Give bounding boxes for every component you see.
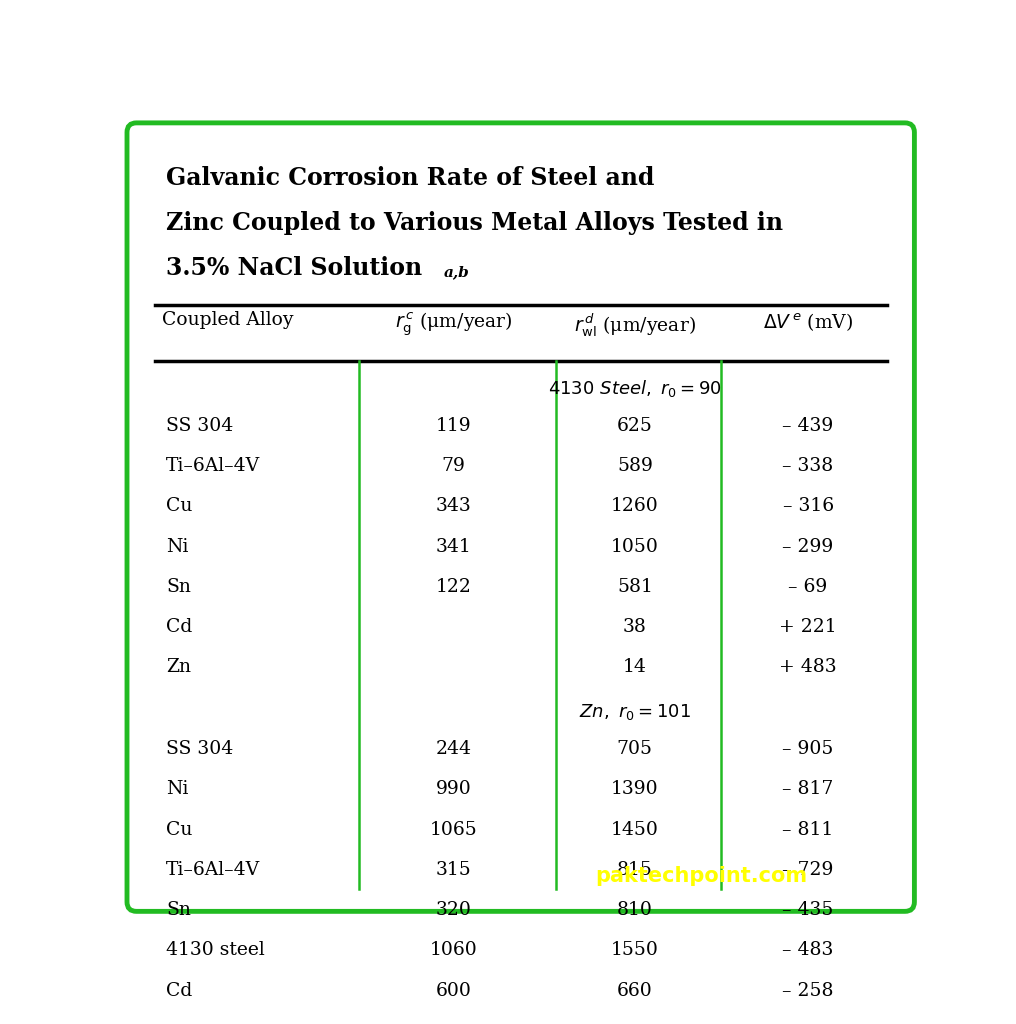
Text: SS 304: SS 304 <box>167 740 234 758</box>
Text: Cu: Cu <box>167 820 193 839</box>
Text: Cd: Cd <box>167 618 193 636</box>
Text: – 69: – 69 <box>788 578 828 596</box>
Text: – 811: – 811 <box>782 820 834 839</box>
Text: Cd: Cd <box>167 982 193 999</box>
Text: 341: 341 <box>436 538 471 556</box>
Text: + 221: + 221 <box>779 618 837 636</box>
Text: – 439: – 439 <box>782 417 834 435</box>
Text: $r_{\mathrm{g}}^{\,c}$ (μm/year): $r_{\mathrm{g}}^{\,c}$ (μm/year) <box>395 311 513 339</box>
Text: 3.5% NaCl Solution: 3.5% NaCl Solution <box>167 256 423 281</box>
Text: 38: 38 <box>623 618 647 636</box>
Text: – 316: – 316 <box>782 498 834 515</box>
Text: Cu: Cu <box>167 498 193 515</box>
Text: + 483: + 483 <box>779 658 837 676</box>
Text: 1050: 1050 <box>611 538 658 556</box>
Text: $4130\ Steel,\ r_0=90$: $4130\ Steel,\ r_0=90$ <box>548 378 721 399</box>
Text: 119: 119 <box>436 417 471 435</box>
FancyBboxPatch shape <box>127 123 914 911</box>
Text: 990: 990 <box>436 780 471 799</box>
Text: Galvanic Corrosion Rate of Steel and: Galvanic Corrosion Rate of Steel and <box>167 166 654 190</box>
Text: Sn: Sn <box>167 901 191 920</box>
Text: 343: 343 <box>436 498 471 515</box>
Text: – 299: – 299 <box>782 538 834 556</box>
Text: Ti–6Al–4V: Ti–6Al–4V <box>167 861 260 879</box>
Text: – 338: – 338 <box>782 457 834 475</box>
Text: Sn: Sn <box>167 578 191 596</box>
Text: 122: 122 <box>436 578 471 596</box>
Text: $\Delta V^{\,e}$ (mV): $\Delta V^{\,e}$ (mV) <box>763 311 853 334</box>
Text: 244: 244 <box>436 740 471 758</box>
Text: Ni: Ni <box>167 538 189 556</box>
Text: 1550: 1550 <box>611 941 658 959</box>
Text: – 483: – 483 <box>782 941 834 959</box>
Text: a,b: a,b <box>444 265 469 280</box>
Text: 600: 600 <box>436 982 471 999</box>
Text: 1450: 1450 <box>611 820 658 839</box>
Text: 320: 320 <box>436 901 471 920</box>
Text: 4130 steel: 4130 steel <box>167 941 265 959</box>
Text: 1260: 1260 <box>611 498 658 515</box>
Text: 14: 14 <box>623 658 647 676</box>
Text: – 435: – 435 <box>782 901 834 920</box>
Text: 581: 581 <box>617 578 653 596</box>
Text: 589: 589 <box>617 457 653 475</box>
Text: 705: 705 <box>617 740 653 758</box>
Text: 625: 625 <box>617 417 653 435</box>
Text: – 729: – 729 <box>782 861 834 879</box>
Text: Zinc Coupled to Various Metal Alloys Tested in: Zinc Coupled to Various Metal Alloys Tes… <box>167 211 783 236</box>
Text: 1390: 1390 <box>611 780 658 799</box>
Text: – 817: – 817 <box>782 780 834 799</box>
Text: 1065: 1065 <box>430 820 478 839</box>
Text: – 905: – 905 <box>782 740 834 758</box>
Text: Zn: Zn <box>167 658 191 676</box>
Text: $Zn,\ r_0=101$: $Zn,\ r_0=101$ <box>579 701 691 722</box>
Text: Ni: Ni <box>167 780 189 799</box>
Text: 315: 315 <box>436 861 471 879</box>
Text: SS 304: SS 304 <box>167 417 234 435</box>
Text: paktechpoint.com: paktechpoint.com <box>595 866 808 886</box>
Text: Ti–6Al–4V: Ti–6Al–4V <box>167 457 260 475</box>
Text: Coupled Alloy: Coupled Alloy <box>163 311 294 330</box>
Text: 810: 810 <box>617 901 653 920</box>
Text: 79: 79 <box>442 457 465 475</box>
Text: 815: 815 <box>617 861 653 879</box>
Text: $r_{\mathrm{wl}}^{\,d}$ (μm/year): $r_{\mathrm{wl}}^{\,d}$ (μm/year) <box>574 311 696 339</box>
Text: 660: 660 <box>617 982 652 999</box>
Text: 1060: 1060 <box>430 941 478 959</box>
Text: – 258: – 258 <box>782 982 834 999</box>
